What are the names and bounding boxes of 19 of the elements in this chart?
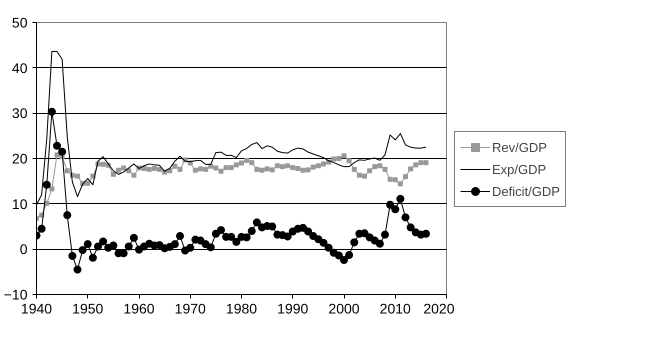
x-tick-label: 2010 bbox=[380, 300, 412, 316]
legend-label: Deficit/GDP bbox=[492, 184, 560, 198]
legend-label: Rev/GDP bbox=[492, 140, 547, 154]
x-tick-label: 1970 bbox=[174, 300, 206, 316]
y-tick-label: 50 bbox=[12, 14, 28, 30]
y-tick-label: 10 bbox=[12, 196, 28, 212]
y-tick-label: 20 bbox=[12, 150, 28, 166]
x-tick-label: 1960 bbox=[123, 300, 155, 316]
x-tick-label: 1990 bbox=[277, 300, 309, 316]
x-tick-label: 1950 bbox=[72, 300, 104, 316]
y-tick-label: 40 bbox=[12, 60, 28, 76]
y-tick-label: −10 bbox=[4, 286, 28, 302]
x-tick-label: 1940 bbox=[20, 300, 52, 316]
y-tick-label: 0 bbox=[20, 241, 28, 258]
x-tick-label: 2000 bbox=[328, 300, 360, 316]
y-tick-label: 30 bbox=[12, 105, 28, 122]
x-tick-label: 2020 bbox=[423, 300, 455, 316]
x-tick-label: 1980 bbox=[226, 300, 258, 316]
legend-label: Exp/GDP bbox=[492, 162, 546, 176]
